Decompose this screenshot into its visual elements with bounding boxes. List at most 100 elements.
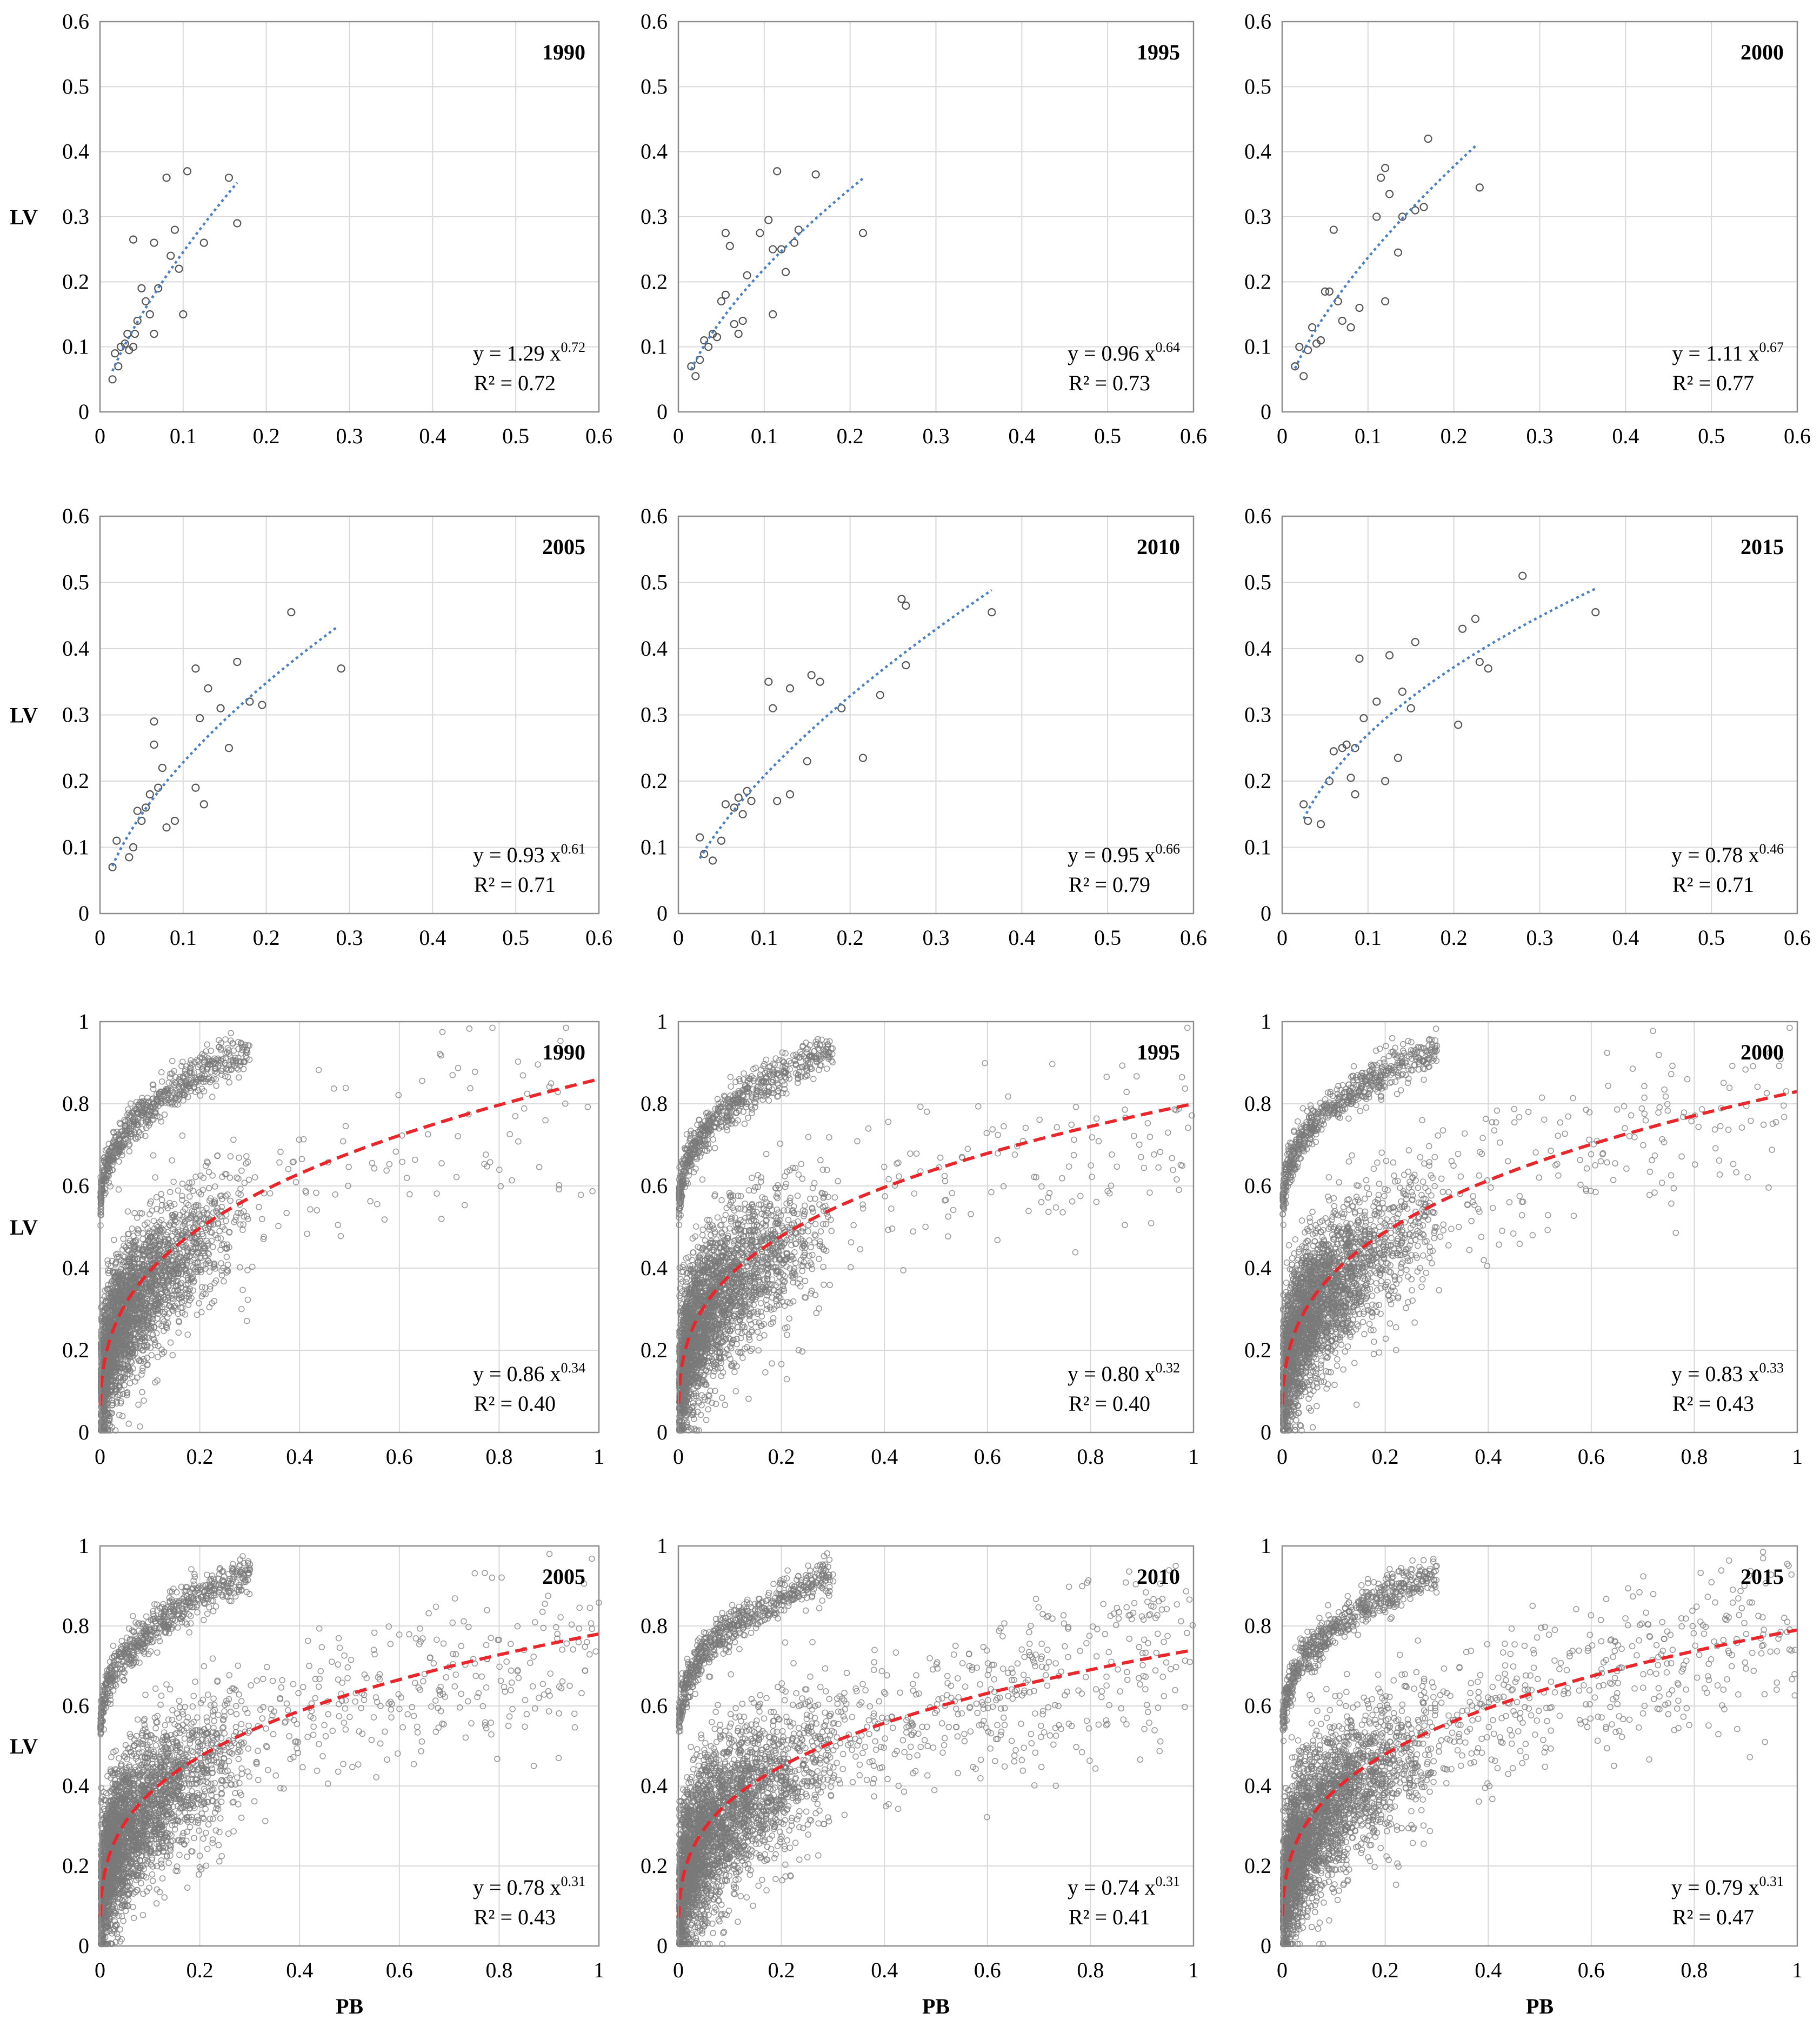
data-point (721, 290, 730, 299)
data-point (1372, 212, 1381, 221)
y-tick-label: 0.6 (62, 9, 89, 34)
r-squared: R² = 0.77 (1672, 371, 1754, 395)
data-point (199, 1284, 205, 1291)
data-point (1316, 336, 1325, 345)
x-tick-label: 0.3 (336, 925, 363, 950)
x-tick-label: 0.6 (1180, 925, 1207, 950)
data-point (769, 245, 777, 254)
data-point (807, 671, 816, 679)
data-point (179, 310, 188, 319)
data-point (738, 810, 747, 818)
data-point (137, 1423, 143, 1430)
fit-equation: y = 0.95 x0.66 (1068, 841, 1180, 867)
data-point (803, 757, 811, 765)
x-tick-label: 0.5 (1698, 424, 1725, 448)
y-tick-label: 0.3 (641, 703, 668, 727)
data-point (1316, 820, 1325, 829)
data-point (1411, 638, 1419, 646)
y-tick-label: 0.2 (62, 1338, 89, 1362)
y-tick-label: 0.3 (62, 703, 89, 727)
data-point (108, 375, 117, 384)
data-point (129, 235, 138, 244)
y-tick-label: 0.1 (62, 835, 89, 859)
y-tick-label: 0.5 (1244, 570, 1271, 595)
data-point (121, 339, 129, 348)
data-point (199, 238, 208, 247)
x-tick-label: 0.2 (253, 424, 280, 448)
y-tick-label: 0.1 (1244, 335, 1271, 359)
x-tick-label: 0.5 (1094, 925, 1121, 950)
y-tick-label: 0 (78, 1420, 89, 1444)
y-tick-label: 0.6 (1244, 504, 1271, 528)
x-tick-label: 0.1 (1355, 925, 1382, 950)
data-point (730, 319, 738, 329)
data-point (773, 167, 782, 176)
y-tick-label: 0.2 (1244, 269, 1271, 294)
data-point (137, 816, 146, 825)
x-tick-label: 0.3 (1526, 925, 1554, 950)
x-tick-label: 0.1 (170, 925, 197, 950)
r-squared: R² = 0.73 (1069, 371, 1150, 395)
data-point (743, 271, 751, 279)
x-tick-label: 0.6 (386, 1444, 413, 1469)
data-point (700, 336, 709, 345)
data-point (1346, 323, 1355, 332)
data-point (145, 310, 154, 319)
data-point (734, 329, 743, 338)
data-point (258, 701, 266, 709)
plot-frame (1281, 515, 1798, 915)
y-tick-label: 0.1 (641, 335, 668, 359)
fit-equation: y = 0.93 x0.61 (473, 841, 585, 867)
data-point (179, 1132, 186, 1139)
x-tick-label: 0.5 (1698, 925, 1725, 950)
y-tick-label: 0.5 (62, 570, 89, 595)
x-tick-label: 0.1 (170, 424, 197, 448)
equation-base: y = 0.93 x (473, 843, 561, 867)
scatter-panel-3: 0 0.1 0.2 0.3 0.4 0.5 0.600.10.20.30.40.50.620… (1244, 9, 1811, 448)
x-tick-label: 0 (95, 424, 105, 448)
plot-frame (99, 21, 600, 413)
y-tick-label: 0 (1261, 399, 1271, 424)
y-tick-label: 0.4 (1244, 139, 1271, 164)
data-point (221, 1278, 227, 1285)
data-point (109, 1289, 116, 1296)
x-tick-label: 0.3 (923, 424, 950, 448)
data-point (179, 1196, 185, 1203)
data-point (191, 664, 200, 673)
x-tick-label: 0.6 (1784, 925, 1811, 950)
x-tick-label: 0 (1277, 424, 1288, 448)
scatter-panel-5: 0 0.1 0.2 0.3 0.4 0.5 0.600.10.20.30.40.50.620… (641, 504, 1207, 950)
data-point (1475, 657, 1484, 666)
data-point (129, 343, 138, 351)
data-point (1381, 777, 1390, 785)
data-point (287, 608, 296, 617)
r-squared: R² = 0.72 (474, 371, 556, 395)
data-point (1351, 744, 1359, 752)
equation-base: y = 0.95 x (1068, 843, 1156, 867)
x-tick-label: 0 (673, 925, 684, 950)
y-tick-label: 0.6 (1244, 9, 1271, 34)
data-point (721, 229, 730, 237)
data-point (154, 284, 163, 292)
x-tick-label: 0.4 (1008, 925, 1035, 950)
data-point (1351, 790, 1359, 799)
data-point (170, 1178, 177, 1185)
data-point (1299, 372, 1308, 381)
data-point (1484, 664, 1492, 673)
data-point (704, 343, 713, 351)
data-point (1359, 714, 1368, 723)
data-point (1355, 654, 1364, 663)
data-point (186, 1193, 193, 1200)
y-tick-label: 0.3 (1244, 204, 1271, 229)
data-point (902, 661, 910, 670)
panel-year-label: 2005 (542, 535, 585, 559)
y-tick-label: 0.6 (62, 504, 89, 528)
x-tick-label: 0.1 (751, 925, 778, 950)
data-point (1518, 571, 1527, 580)
data-point (150, 329, 158, 338)
equation-base: y = 0.96 x (1068, 341, 1156, 365)
panel-year-label: 2015 (1741, 535, 1784, 559)
y-tick-label: 0.6 (641, 9, 668, 34)
panel-year-label: 2000 (1741, 40, 1784, 64)
